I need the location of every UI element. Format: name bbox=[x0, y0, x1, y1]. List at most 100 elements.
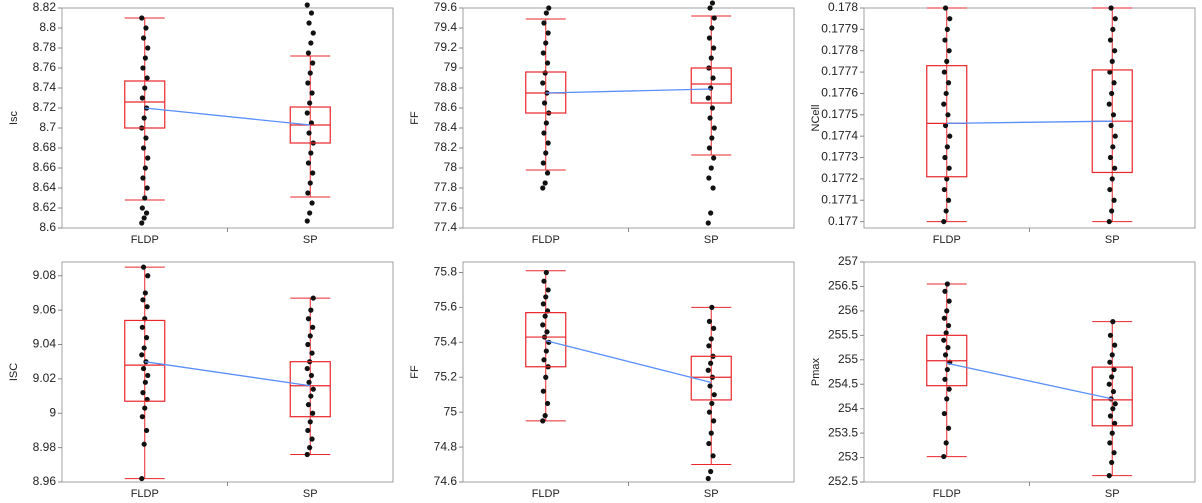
data-point bbox=[941, 218, 947, 225]
data-point bbox=[709, 0, 716, 6]
data-point bbox=[947, 16, 953, 22]
data-point bbox=[942, 352, 949, 358]
plot-frame bbox=[863, 7, 1196, 229]
y-axis-label: FF bbox=[409, 111, 421, 125]
y-tick-label: 9.06 bbox=[33, 302, 57, 316]
x-tick-label: FLDP bbox=[532, 234, 560, 246]
y-tick-label: 9.02 bbox=[33, 371, 57, 385]
data-point bbox=[1107, 440, 1113, 446]
data-point bbox=[708, 360, 714, 366]
data-point bbox=[140, 175, 146, 181]
data-point bbox=[706, 440, 712, 447]
data-point bbox=[307, 70, 313, 76]
panel: Pmax 252.5 253 253.5 254 254.5 255 255.5 256 256.… bbox=[810, 254, 1196, 500]
data-point bbox=[305, 341, 311, 348]
data-point bbox=[544, 60, 551, 66]
data-point bbox=[709, 105, 716, 111]
mean-line bbox=[545, 88, 712, 94]
data-point bbox=[944, 58, 950, 64]
data-point bbox=[309, 90, 315, 96]
data-point bbox=[707, 383, 713, 389]
data-point bbox=[947, 133, 953, 139]
box bbox=[690, 67, 732, 104]
panel: NCell 0.177 0.1771 0.1772 0.1773 0.1774 0.1775… bbox=[810, 0, 1196, 246]
data-point bbox=[1112, 401, 1118, 407]
data-point bbox=[705, 475, 711, 482]
data-point bbox=[707, 5, 713, 11]
data-point bbox=[310, 295, 316, 301]
data-point bbox=[306, 379, 312, 385]
data-point bbox=[310, 386, 316, 392]
data-point bbox=[711, 392, 717, 398]
data-point bbox=[708, 55, 714, 61]
y-tick-label: 0.1777 bbox=[821, 64, 858, 78]
box bbox=[690, 355, 732, 401]
data-point bbox=[309, 436, 315, 442]
data-point bbox=[1109, 208, 1115, 214]
data-point bbox=[142, 405, 148, 411]
data-point bbox=[946, 386, 952, 392]
box bbox=[289, 361, 331, 418]
data-point bbox=[308, 120, 315, 126]
data-point bbox=[141, 115, 147, 121]
y-tick-label: 257 bbox=[838, 254, 858, 268]
y-tick-label: 78 bbox=[444, 160, 458, 174]
data-point bbox=[139, 352, 145, 358]
data-point bbox=[944, 396, 950, 402]
y-tick-label: 255.5 bbox=[828, 328, 858, 342]
data-point bbox=[308, 10, 315, 16]
y-tick-label: 74.6 bbox=[434, 474, 458, 488]
plot-frame bbox=[462, 261, 795, 483]
data-point bbox=[706, 409, 713, 415]
plot-frame bbox=[462, 7, 795, 229]
data-point bbox=[540, 160, 546, 166]
data-point bbox=[1112, 420, 1118, 426]
data-point bbox=[709, 135, 715, 141]
data-point bbox=[1109, 374, 1115, 380]
data-point bbox=[542, 70, 548, 76]
data-point bbox=[543, 269, 549, 276]
data-point bbox=[543, 150, 549, 156]
data-point bbox=[706, 343, 712, 349]
data-point bbox=[706, 318, 713, 324]
data-point bbox=[140, 35, 147, 41]
x-tick-label: SP bbox=[704, 488, 719, 500]
panel: FF 74.6 74.8 75 75.2 75.4 75.6 75.8 FLDP SP bbox=[409, 261, 795, 500]
data-point bbox=[139, 324, 145, 330]
data-point bbox=[705, 95, 711, 101]
y-tick-label: 0.1774 bbox=[821, 128, 858, 142]
box bbox=[124, 319, 166, 402]
data-point bbox=[1107, 154, 1114, 161]
data-point bbox=[942, 154, 948, 161]
y-tick-label: 8.66 bbox=[33, 160, 57, 174]
data-point bbox=[710, 75, 716, 81]
data-point bbox=[946, 298, 952, 304]
y-tick-label: 8.98 bbox=[33, 440, 57, 454]
data-point bbox=[545, 30, 551, 36]
data-point bbox=[306, 20, 312, 26]
data-point bbox=[1110, 388, 1117, 395]
data-point bbox=[705, 220, 711, 226]
data-point bbox=[305, 190, 311, 196]
data-point bbox=[305, 160, 312, 166]
data-point bbox=[140, 264, 147, 270]
mean-line bbox=[946, 362, 1113, 400]
data-point bbox=[139, 205, 145, 211]
data-point bbox=[945, 344, 951, 351]
panel: FF 77.4 77.6 77.8 78 78.2 78.4 78.6 78.8 79 79.2 79… bbox=[409, 0, 795, 246]
data-point bbox=[540, 50, 546, 56]
data-point bbox=[1107, 413, 1114, 419]
data-point bbox=[711, 45, 717, 51]
data-point bbox=[540, 322, 546, 328]
data-point bbox=[1107, 37, 1114, 43]
data-point bbox=[945, 425, 952, 431]
data-point bbox=[541, 130, 547, 136]
data-point bbox=[708, 468, 714, 475]
data-point bbox=[304, 218, 310, 224]
data-point bbox=[944, 281, 950, 287]
data-point bbox=[540, 301, 546, 307]
data-point bbox=[942, 288, 948, 294]
data-point bbox=[1109, 352, 1115, 358]
